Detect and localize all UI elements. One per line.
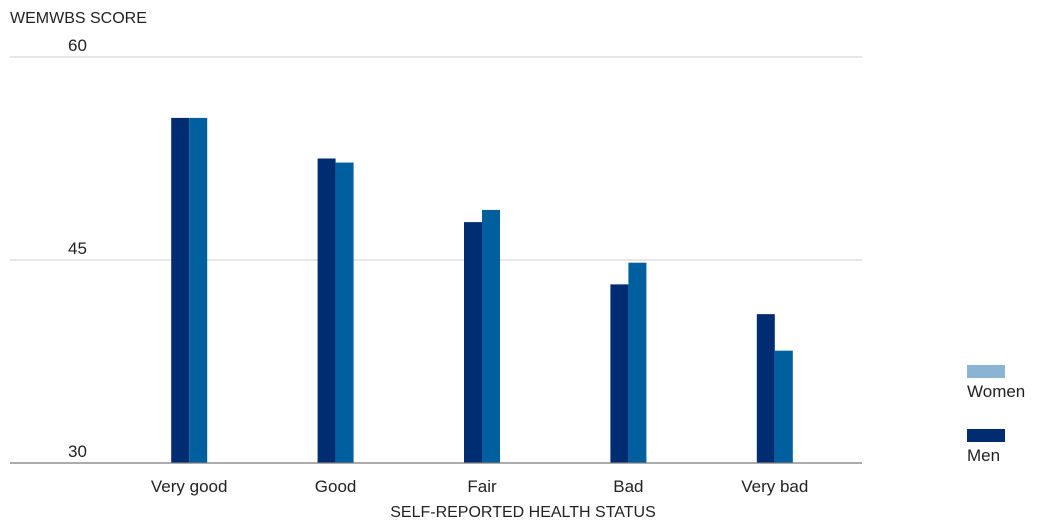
legend: Women Men [967, 365, 1025, 465]
y-tick-label: 30 [68, 442, 87, 461]
bar-women-fair [482, 209, 500, 463]
bar-women-very-good [189, 117, 208, 464]
category-label: Fair [467, 477, 497, 496]
category-labels: Very good Good Fair Bad Very bad [151, 477, 808, 496]
category-label: Good [315, 477, 357, 496]
x-axis-label: SELF-REPORTED HEALTH STATUS [390, 504, 656, 521]
gridlines [10, 56, 862, 261]
legend-swatch-women [967, 365, 1005, 378]
bar-women-bad [628, 262, 647, 463]
y-tick-label: 60 [68, 36, 87, 55]
category-label: Very bad [741, 477, 808, 496]
bar-men-very-good [171, 117, 190, 464]
bars [171, 117, 793, 464]
bar-men-bad [610, 284, 629, 463]
y-axis-label: WEMWBS SCORE [10, 10, 147, 27]
category-label: Bad [613, 477, 643, 496]
legend-label-men: Men [967, 446, 1000, 465]
legend-swatch-men [967, 429, 1005, 442]
bar-women-good [335, 162, 354, 463]
y-tick-labels: 30 45 60 [68, 36, 87, 461]
bar-men-very-bad [756, 314, 775, 463]
bar-women-very-bad [774, 350, 793, 463]
category-label: Very good [151, 477, 228, 496]
y-tick-label: 45 [68, 239, 87, 258]
legend-label-women: Women [967, 382, 1025, 401]
bar-men-fair [464, 222, 482, 463]
bar-men-good [317, 158, 336, 463]
